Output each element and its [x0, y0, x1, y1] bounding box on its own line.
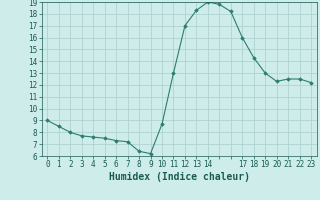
X-axis label: Humidex (Indice chaleur): Humidex (Indice chaleur) — [109, 172, 250, 182]
